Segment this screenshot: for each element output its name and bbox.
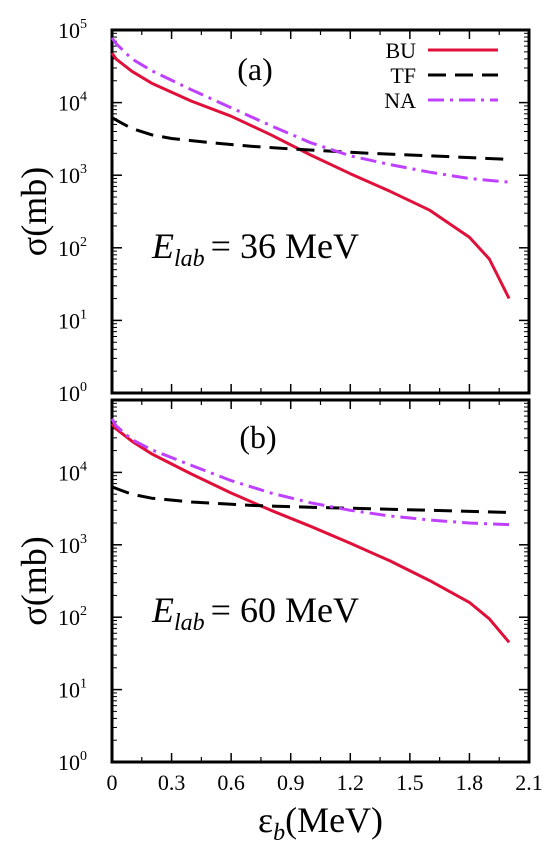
y-tick-base: 10: [58, 91, 80, 116]
y-tick-label: 101: [58, 307, 87, 333]
y-tick-exponent: 4: [80, 459, 87, 474]
energy-symbol: E: [151, 590, 174, 630]
y-tick-base: 10: [58, 381, 80, 406]
series-group: [110, 418, 511, 644]
x-axis-unit: (MeV): [285, 800, 383, 840]
y-tick-exponent: 3: [80, 162, 87, 177]
series-group: [110, 36, 511, 300]
series-line-na: [110, 36, 510, 184]
energy-symbol: E: [151, 226, 174, 266]
x-tick-label: 1.5: [396, 770, 424, 795]
y-tick-label: 103: [58, 162, 87, 188]
x-tick-label: 0.3: [158, 770, 186, 795]
y-tick-exponent: 2: [80, 604, 87, 619]
energy-subscript: lab: [174, 246, 205, 272]
y-tick-base: 10: [58, 163, 80, 188]
x-tick-label: 0.6: [217, 770, 245, 795]
x-tick-label: 2.1: [515, 770, 543, 795]
legend-label-bu: BU: [385, 38, 416, 63]
y-tick-label: 102: [58, 235, 87, 261]
y-tick-exponent: 5: [80, 17, 87, 32]
y-axis-label: σ(mb): [14, 536, 54, 625]
x-axis-subscript: b: [273, 820, 285, 846]
x-axis-label: εb(MeV): [258, 800, 383, 846]
y-tick-label: 102: [58, 604, 87, 630]
x-tick-label: 1.2: [337, 770, 365, 795]
y-tick-label: 104: [58, 90, 87, 116]
energy-value: = 36 MeV: [211, 226, 359, 266]
y-tick-base: 10: [58, 533, 80, 558]
x-axis: 0 0.3 0.6 0.9 1.2 1.5 1.8 2.1 εb(MeV): [107, 770, 543, 846]
y-tick-label: 101: [58, 677, 87, 703]
energy-annotation: Elab = 36 MeV: [151, 226, 359, 272]
y-tick-base: 10: [58, 750, 80, 775]
y-tick-exponent: 1: [80, 307, 87, 322]
energy-annotation: Elab = 60 MeV: [151, 590, 359, 636]
x-tick-label: 0.9: [277, 770, 305, 795]
y-tick-label: 104: [58, 459, 87, 485]
plot-frame: [110, 28, 531, 395]
y-tick-base: 10: [58, 460, 80, 485]
series-line-tf: [111, 116, 510, 161]
y-tick-exponent: 0: [80, 380, 87, 395]
energy-value: = 60 MeV: [211, 590, 359, 630]
y-axis-label: σ(mb): [14, 167, 54, 256]
y-tick-exponent: 3: [80, 532, 87, 547]
y-tick-label: 105: [58, 17, 87, 43]
x-axis-symbol: ε: [258, 800, 273, 840]
panel-label: (a): [237, 51, 273, 87]
y-tick-exponent: 4: [80, 90, 87, 105]
y-tick-base: 10: [58, 678, 80, 703]
series-line-bu: [110, 52, 511, 300]
series-line-tf: [111, 485, 510, 514]
y-tick-label: 103: [58, 532, 87, 558]
y-tick-base: 10: [58, 236, 80, 261]
y-tick-base: 10: [58, 308, 80, 333]
y-tick-label: 100: [58, 380, 87, 406]
y-tick-exponent: 2: [80, 235, 87, 250]
y-tick-exponent: 0: [80, 749, 87, 764]
y-tick-label: 100: [58, 749, 87, 775]
y-tick-base: 10: [58, 18, 80, 43]
legend-label-na: NA: [384, 88, 416, 113]
energy-subscript: lab: [174, 610, 205, 636]
legend-label-tf: TF: [390, 63, 416, 88]
y-tick-base: 10: [58, 605, 80, 630]
series-line-na: [110, 418, 510, 527]
y-tick-exponent: 1: [80, 677, 87, 692]
x-tick-label: 1.8: [456, 770, 484, 795]
series-line-bu: [110, 422, 511, 644]
plot-frame: [110, 398, 531, 764]
panel-label: (b): [239, 419, 276, 455]
x-tick-label: 0: [107, 770, 118, 795]
